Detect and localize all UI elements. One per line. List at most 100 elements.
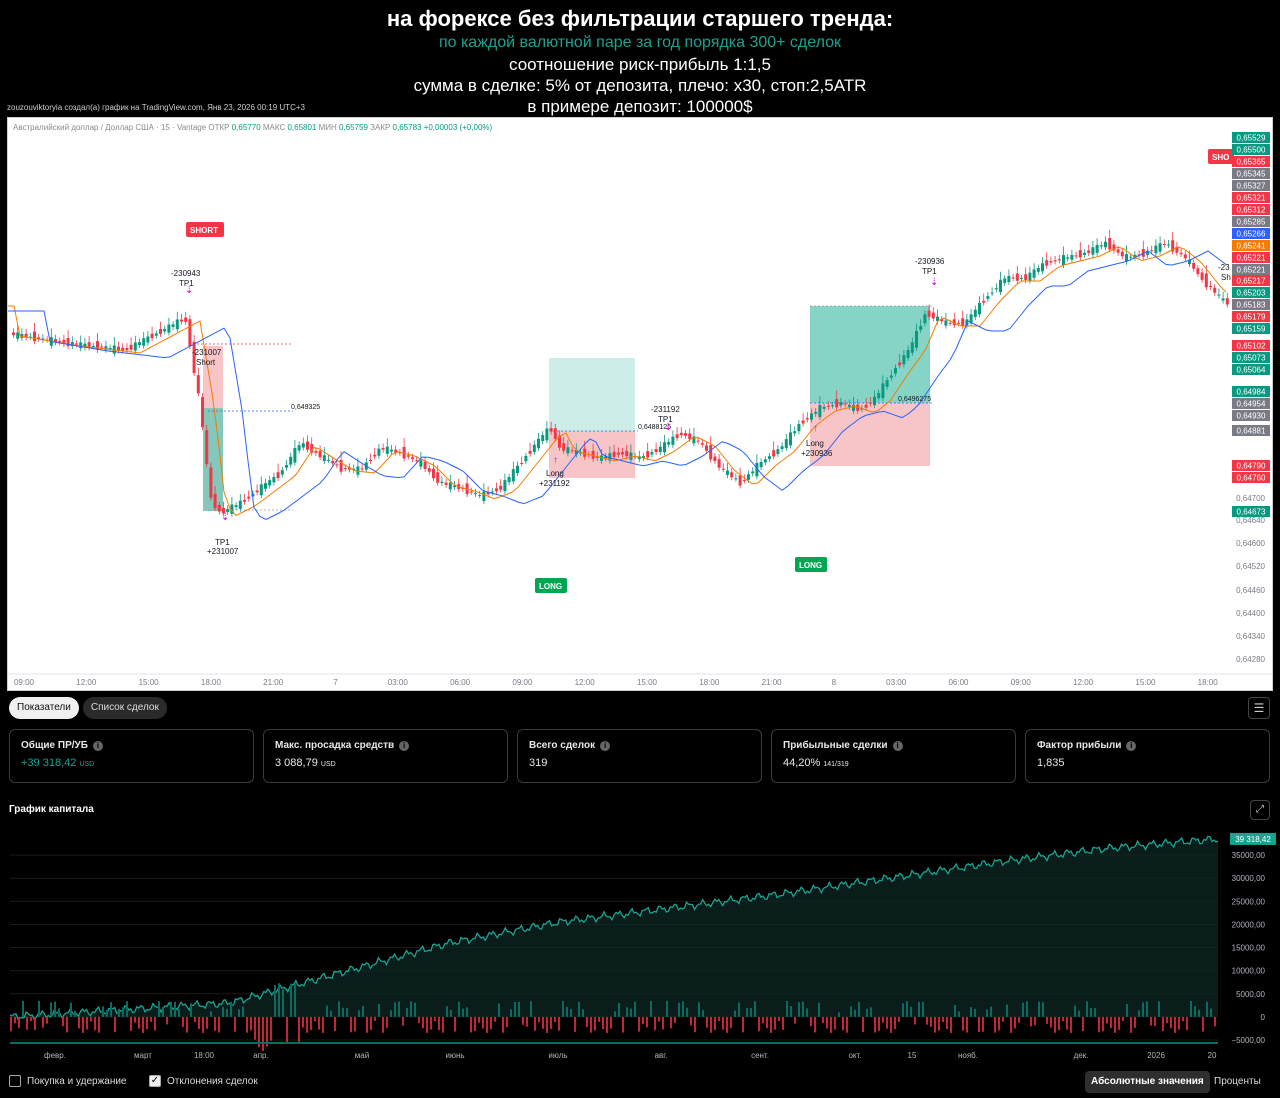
candle [688, 433, 692, 439]
menu-icon[interactable]: ☰ [1248, 697, 1270, 719]
tab-metrics[interactable]: Показатели [9, 697, 79, 719]
candle [789, 432, 792, 446]
equity-chart[interactable]: 35000,00 30000,00 25000,00 20000,00 15000,00… [0, 822, 1280, 1066]
equity-chart-svg[interactable]: 35000,00 30000,00 25000,00 20000,00 15000,00… [0, 822, 1280, 1066]
price-label-text: 0,65345 [1237, 170, 1266, 179]
candle [100, 346, 104, 348]
deviation-bar [114, 1016, 116, 1033]
candle [175, 319, 179, 330]
deviation-bar [710, 1016, 712, 1033]
candle [868, 402, 872, 404]
candle [860, 408, 864, 410]
buy-hold-toggle[interactable]: Покупка и удержание [9, 1075, 127, 1087]
checkbox-icon[interactable] [9, 1075, 21, 1087]
deviation-bar [1090, 1007, 1092, 1017]
price-label-bg [1232, 299, 1270, 310]
x-tick-label: 18:00 [201, 678, 222, 687]
trade-annotation: +231007 [207, 547, 239, 556]
candle [385, 446, 389, 454]
y-tick-label: 0,64700 [1236, 494, 1265, 503]
deviation-bar [198, 1016, 200, 1029]
deviation-bar [50, 1002, 52, 1017]
candle [285, 465, 288, 468]
price-label-bg [1232, 180, 1270, 191]
candle [217, 505, 221, 512]
expand-icon[interactable]: ⤢ [1250, 800, 1270, 820]
price-label-bg [1232, 216, 1270, 227]
price-label-bg [1232, 168, 1270, 179]
deviation-bar [950, 1016, 952, 1033]
info-icon[interactable]: i [92, 740, 103, 751]
candle [927, 310, 931, 317]
deviation-bar [286, 1016, 288, 1044]
info-icon[interactable]: i [600, 740, 611, 751]
deviation-bar [666, 1000, 668, 1017]
deviation-bar [94, 1016, 96, 1031]
price-label-text: 0,65365 [1237, 158, 1266, 167]
candle [1083, 252, 1086, 255]
candle [129, 344, 133, 350]
candle [738, 475, 742, 486]
candle [621, 452, 624, 455]
price-label-bg [1232, 311, 1270, 322]
price-label-text: 0,64760 [1237, 474, 1266, 483]
candle [117, 346, 120, 351]
deviation-bar [582, 1009, 584, 1017]
metric-unit: USD [320, 761, 336, 768]
price-label: 0,65064 [1232, 364, 1270, 375]
percent-button[interactable]: Проценты [1214, 1076, 1261, 1087]
candle [847, 404, 851, 407]
deviation-bar [66, 1016, 68, 1033]
deviation-bar [46, 1016, 48, 1024]
deviation-bar [358, 1010, 360, 1017]
candle [58, 340, 62, 343]
candle [1062, 255, 1065, 266]
deviation-bar [734, 1010, 736, 1017]
absolute-values-button[interactable]: Абсолютные значения [1085, 1071, 1210, 1093]
price-label-text: 0,65321 [1237, 194, 1266, 203]
candle [1074, 255, 1078, 257]
candle [1150, 250, 1154, 252]
candle [570, 450, 574, 452]
deviations-toggle[interactable]: ✓ Отклонения сделок [149, 1075, 258, 1087]
tab-trade-list[interactable]: Список сделок [82, 697, 167, 719]
candle [167, 324, 171, 333]
level-label: 0,649325 [291, 404, 320, 411]
deviation-bar [122, 1007, 124, 1017]
candle [1129, 256, 1133, 258]
deviation-bar [978, 1016, 980, 1032]
candle [503, 480, 507, 492]
price-label: 0,65179 [1232, 311, 1270, 322]
candle [1070, 254, 1074, 260]
candle [293, 448, 297, 463]
candle [742, 480, 746, 482]
deviation-bar [714, 1016, 716, 1030]
price-chart-svg[interactable]: Австралийский доллар / Доллар США · 15 ·… [8, 118, 1273, 691]
footer: Покупка и удержание ✓ Отклонения сделок … [0, 1070, 1280, 1094]
price-label: 0,64673 [1232, 506, 1270, 517]
price-label-bg [1232, 323, 1270, 334]
candle [96, 341, 99, 350]
deviation-bar [674, 1016, 676, 1023]
price-label-text: 0,65221 [1237, 266, 1266, 275]
candle [751, 471, 755, 474]
deviation-bar [890, 1016, 892, 1033]
info-icon[interactable]: i [892, 740, 903, 751]
price-label-text: 0,65500 [1237, 146, 1266, 155]
deviation-bar [130, 1016, 132, 1031]
checkmark-icon[interactable]: ✓ [149, 1075, 161, 1087]
trade-annotation: Long [546, 469, 564, 478]
deviation-bar [102, 1006, 104, 1017]
metric-label: Прибыльные сделки [783, 740, 888, 751]
info-icon[interactable]: i [399, 740, 410, 751]
trade-annotation: Sh [1221, 273, 1231, 282]
price-chart[interactable]: Австралийский доллар / Доллар США · 15 ·… [7, 117, 1273, 691]
deviation-bar [118, 1008, 120, 1017]
metric-value: 1,835 [1037, 757, 1065, 769]
price-label: 0,65159 [1232, 323, 1270, 334]
candle [1015, 273, 1019, 281]
info-icon[interactable]: i [1126, 740, 1137, 751]
price-label-bg [1232, 340, 1270, 351]
deviation-bar [766, 1016, 768, 1029]
y-tick-label: 0,64520 [1236, 562, 1265, 571]
